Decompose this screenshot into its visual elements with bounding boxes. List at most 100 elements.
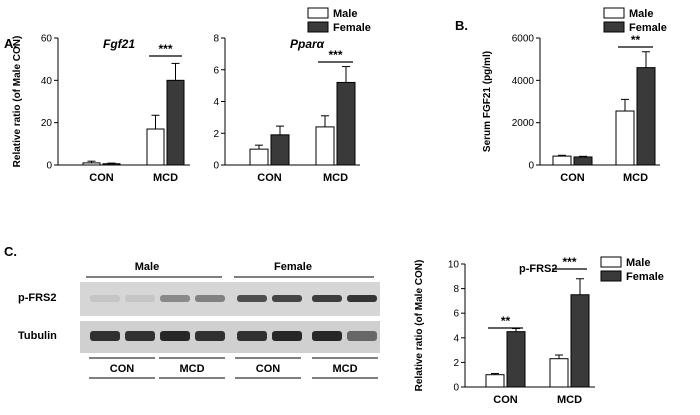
legend-label-female: Female bbox=[626, 271, 664, 283]
legend-label-female: Female bbox=[333, 22, 371, 34]
blot-group-male: Male bbox=[135, 261, 159, 273]
panel-label-b: B. bbox=[455, 18, 468, 33]
western-blot: Male Female p-FRS2 Tubulin CON MCD CON MCD bbox=[18, 261, 380, 379]
y-tick-label: 4 bbox=[453, 333, 459, 344]
bar-female-con bbox=[270, 134, 290, 166]
chart-ppara: 0 2 4 6 8 Pparα CON MCD *** Male Female bbox=[213, 7, 371, 184]
y-tick-label: 8 bbox=[453, 284, 459, 295]
band-pfrs2-lane-5 bbox=[237, 295, 267, 302]
chart-title: Fgf21 bbox=[103, 37, 135, 51]
x-tick-label: MCD bbox=[153, 172, 178, 184]
band-tubulin-lane-6 bbox=[272, 331, 302, 341]
band-pfrs2-lane-1 bbox=[90, 295, 120, 302]
chart-pfrs2-quant: 0 2 4 6 8 10 Relative ratio (of Male CON) p-FRS… bbox=[414, 255, 664, 406]
blot-lane-labels: CON MCD CON MCD bbox=[89, 357, 378, 379]
bar-female-mcd bbox=[166, 79, 185, 166]
legend-swatch-female bbox=[600, 270, 622, 282]
bar-male-con bbox=[552, 155, 572, 166]
y-tick-label: 8 bbox=[213, 34, 219, 45]
legend-label-male: Male bbox=[333, 8, 357, 20]
blot-row-label-tubulin: Tubulin bbox=[18, 330, 57, 342]
legend-swatch-male bbox=[603, 7, 625, 19]
legend-swatch-female bbox=[603, 21, 625, 33]
y-axis-label: Relative ratio (of Male CON) bbox=[12, 36, 23, 168]
bar-male-con bbox=[82, 162, 101, 166]
blot-row-label-pfrs2: p-FRS2 bbox=[18, 292, 57, 304]
y-tick-label: 0 bbox=[46, 161, 52, 172]
legend-swatch-female bbox=[307, 21, 329, 33]
x-tick-label: CON bbox=[560, 172, 585, 184]
band-tubulin-lane-2 bbox=[125, 331, 155, 341]
bar-male-mcd bbox=[146, 128, 165, 166]
significance-marker: ** bbox=[501, 314, 511, 328]
lane-label: CON bbox=[110, 363, 135, 375]
y-tick-label: 40 bbox=[41, 76, 53, 87]
y-tick-label: 6 bbox=[453, 309, 459, 320]
y-tick-label: 60 bbox=[41, 34, 53, 45]
legend-swatch-male bbox=[307, 7, 329, 19]
bar-female-con bbox=[573, 156, 593, 166]
band-pfrs2-lane-4 bbox=[195, 295, 225, 302]
y-tick-label: 20 bbox=[41, 118, 53, 129]
chart-title: p-FRS2 bbox=[519, 263, 558, 275]
band-tubulin-lane-5 bbox=[237, 331, 267, 341]
x-tick-label: CON bbox=[89, 172, 114, 184]
chart-serum-fgf21: 0 2000 4000 6000 Serum FGF21 (pg/ml) CON MCD **… bbox=[482, 7, 667, 184]
y-tick-label: 4 bbox=[213, 97, 219, 108]
y-tick-label: 4000 bbox=[512, 76, 535, 87]
bar-female-con bbox=[506, 331, 526, 388]
y-tick-label: 0 bbox=[453, 383, 459, 394]
lane-label: CON bbox=[256, 363, 281, 375]
band-pfrs2-lane-8 bbox=[347, 295, 377, 302]
band-tubulin-lane-8 bbox=[347, 331, 377, 341]
y-axis-label: Serum FGF21 (pg/ml) bbox=[482, 51, 493, 152]
x-tick-label: MCD bbox=[623, 172, 648, 184]
panel-label-c: C. bbox=[4, 244, 17, 259]
panel-label-a: A. bbox=[4, 36, 17, 51]
y-tick-label: 6000 bbox=[512, 34, 535, 45]
significance-marker: *** bbox=[158, 42, 172, 56]
bar-male-con bbox=[249, 148, 269, 166]
lane-label: MCD bbox=[179, 363, 204, 375]
bar-male-mcd bbox=[615, 110, 635, 166]
x-tick-label: MCD bbox=[557, 394, 582, 406]
significance-marker: *** bbox=[328, 48, 342, 62]
bar-female-mcd bbox=[570, 294, 590, 388]
bar-male-mcd bbox=[315, 126, 335, 166]
y-tick-label: 0 bbox=[528, 161, 534, 172]
x-tick-label: MCD bbox=[323, 172, 348, 184]
y-tick-label: 2000 bbox=[512, 118, 535, 129]
band-tubulin-lane-3 bbox=[160, 331, 190, 341]
band-pfrs2-lane-6 bbox=[272, 295, 302, 302]
band-pfrs2-lane-2 bbox=[125, 295, 155, 302]
bar-male-con bbox=[485, 374, 505, 388]
bar-female-mcd bbox=[636, 67, 656, 166]
legend-label-female: Female bbox=[629, 22, 667, 34]
blot-group-female: Female bbox=[274, 261, 312, 273]
band-pfrs2-lane-3 bbox=[160, 295, 190, 302]
bar-female-mcd bbox=[336, 81, 356, 166]
y-tick-label: 6 bbox=[213, 65, 219, 76]
chart-title: Pparα bbox=[290, 37, 325, 51]
x-tick-label: CON bbox=[493, 394, 518, 406]
y-tick-label: 10 bbox=[448, 260, 460, 271]
blot-bands bbox=[90, 295, 377, 341]
bar-male-mcd bbox=[549, 358, 569, 388]
legend-label-male: Male bbox=[629, 8, 653, 20]
legend-swatch-male bbox=[600, 256, 622, 268]
y-tick-label: 0 bbox=[213, 161, 219, 172]
bar-female-con bbox=[102, 163, 121, 166]
band-tubulin-lane-4 bbox=[195, 331, 225, 341]
band-tubulin-lane-1 bbox=[90, 331, 120, 341]
significance-marker: ** bbox=[631, 33, 641, 47]
y-tick-label: 2 bbox=[453, 358, 459, 369]
chart-fgf21: 0 20 40 60 Relative ratio (of Male CON) Fgf21… bbox=[12, 34, 190, 184]
band-tubulin-lane-7 bbox=[312, 331, 342, 341]
lane-label: MCD bbox=[332, 363, 357, 375]
x-tick-label: CON bbox=[257, 172, 282, 184]
significance-marker: *** bbox=[562, 255, 576, 269]
y-axis-label: Relative ratio (of Male CON) bbox=[414, 260, 425, 392]
legend-label-male: Male bbox=[626, 257, 650, 269]
band-pfrs2-lane-7 bbox=[312, 295, 342, 302]
